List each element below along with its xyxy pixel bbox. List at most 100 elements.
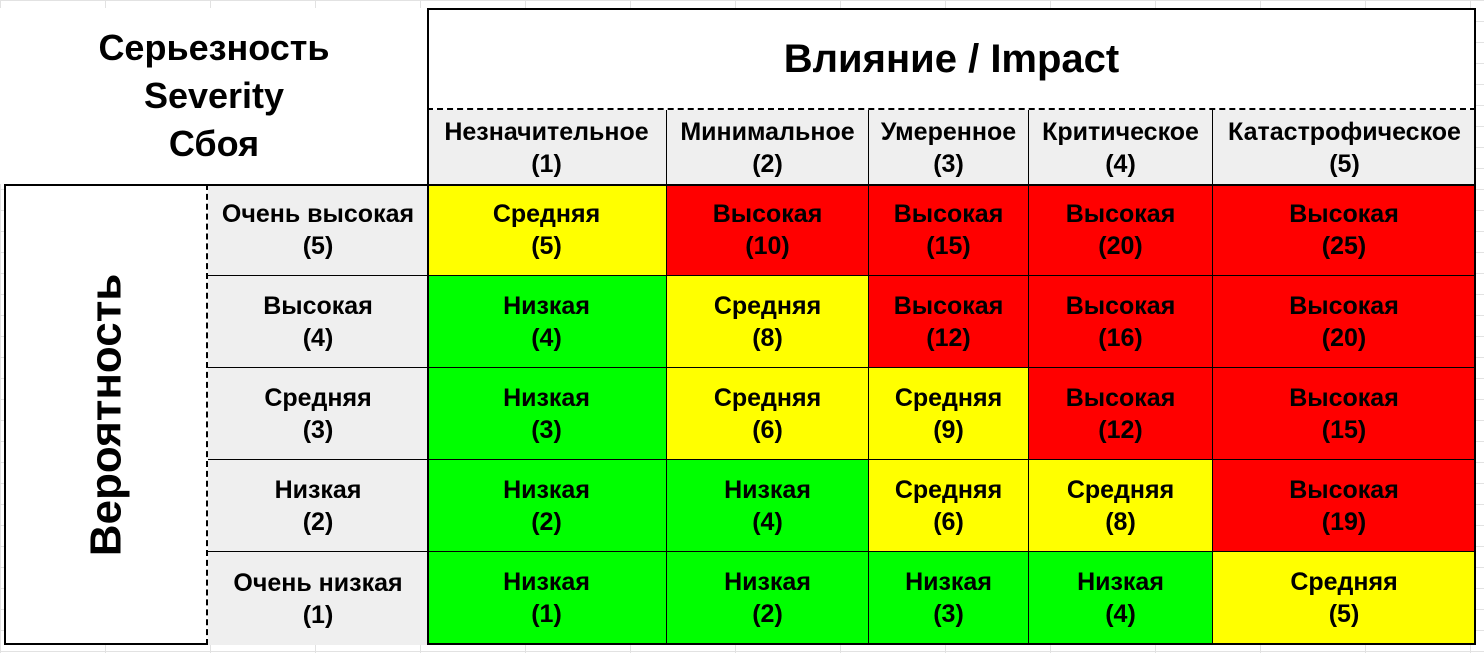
risk-score: (6) [933,507,964,536]
row-header-label: Очень высокая [221,199,415,228]
column-header-label: Катастрофическое [1228,117,1461,146]
column-header-1[interactable]: Незначительное (1) [427,110,667,185]
risk-score: (3) [531,415,562,444]
risk-cell[interactable]: Высокая (16) [1029,276,1213,368]
row-header-score: (3) [302,415,334,444]
risk-level: Высокая [712,199,823,228]
risk-level: Средняя [1290,568,1398,596]
risk-score: (19) [1321,507,1367,536]
risk-cell[interactable]: Высокая (20) [1213,276,1476,368]
impact-header[interactable]: Влияние / Impact [427,8,1476,110]
column-header-label: Минимальное [680,117,855,146]
corner-line-3: Сбоя [168,123,260,164]
risk-cell[interactable]: Средняя (5) [427,184,667,276]
risk-score: (20) [1321,323,1367,352]
risk-cell[interactable]: Низкая (2) [667,552,869,645]
risk-level: Средняя [492,199,601,228]
row-header-4[interactable]: Низкая (2) [208,460,428,552]
risk-score: (5) [1328,600,1360,628]
risk-level: Средняя [894,475,1003,504]
row-header-score: (1) [302,600,334,629]
column-header-label: Незначительное [444,117,649,146]
row-header-label: Средняя [264,383,372,412]
risk-cell[interactable]: Низкая (4) [667,460,869,552]
column-header-score: (2) [752,149,783,178]
risk-level: Низкая [724,568,811,596]
risk-level: Высокая [893,199,1004,228]
risk-score: (10) [745,231,790,260]
risk-score: (3) [933,600,964,628]
row-header-score: (5) [302,231,334,260]
risk-level: Средняя [894,383,1003,412]
column-header-3[interactable]: Умеренное (3) [869,110,1029,185]
risk-score: (2) [531,507,562,536]
risk-level: Высокая [1065,383,1176,412]
risk-cell[interactable]: Высокая (20) [1029,184,1213,276]
risk-cell[interactable]: Средняя (8) [1029,460,1213,552]
risk-score: (12) [1098,415,1143,444]
risk-level: Низкая [503,291,590,320]
risk-score: (8) [752,323,783,352]
risk-cell[interactable]: Средняя (9) [869,368,1029,460]
column-header-5[interactable]: Катастрофическое (5) [1213,110,1476,185]
risk-score: (6) [752,415,783,444]
row-header-3[interactable]: Средняя (3) [208,368,428,460]
risk-score: (15) [1321,415,1367,444]
risk-cell[interactable]: Высокая (12) [1029,368,1213,460]
risk-score: (25) [1321,231,1367,260]
risk-level: Средняя [713,291,822,320]
risk-level: Низкая [724,475,811,504]
risk-cell[interactable]: Низкая (3) [427,368,667,460]
risk-level: Низкая [503,568,590,596]
risk-cell[interactable]: Низкая (1) [427,552,667,645]
risk-cell[interactable]: Высокая (12) [869,276,1029,368]
probability-header-label: Вероятность [81,273,130,556]
risk-cell[interactable]: Высокая (15) [869,184,1029,276]
risk-score: (4) [1105,600,1136,628]
column-header-label: Критическое [1042,117,1199,146]
column-header-label: Умеренное [880,117,1017,146]
column-header-4[interactable]: Критическое (4) [1029,110,1213,185]
row-header-label: Очень низкая [233,568,403,597]
risk-level: Высокая [1289,475,1399,504]
column-header-score: (4) [1105,149,1136,178]
risk-cell[interactable]: Высокая (10) [667,184,869,276]
risk-cell[interactable]: Средняя (6) [667,368,869,460]
risk-cell[interactable]: Высокая (25) [1213,184,1476,276]
risk-score: (15) [926,231,971,260]
risk-cell[interactable]: Средняя (6) [869,460,1029,552]
row-header-score: (4) [302,323,334,352]
risk-level: Высокая [1289,291,1399,320]
risk-score: (1) [531,600,562,628]
risk-level: Средняя [713,383,822,412]
risk-cell[interactable]: Низкая (4) [1029,552,1213,645]
risk-cell[interactable]: Высокая (15) [1213,368,1476,460]
matrix-top-border [4,184,1476,186]
risk-cell[interactable]: Средняя (5) [1213,552,1476,645]
row-header-1[interactable]: Очень высокая (5) [208,184,428,276]
risk-cell[interactable]: Средняя (8) [667,276,869,368]
risk-cell[interactable]: Низкая (3) [869,552,1029,645]
risk-cell[interactable]: Высокая (19) [1213,460,1476,552]
row-header-2[interactable]: Высокая (4) [208,276,428,368]
row-header-label: Высокая [263,291,373,320]
risk-score: (4) [752,507,783,536]
risk-cell[interactable]: Низкая (2) [427,460,667,552]
risk-level: Средняя [1066,475,1175,504]
risk-level: Высокая [1065,291,1176,320]
probability-header[interactable]: Вероятность [4,184,208,645]
risk-score: (12) [926,323,971,352]
risk-level: Высокая [1289,199,1399,228]
row-header-5[interactable]: Очень низкая (1) [208,552,428,645]
risk-level: Низкая [1077,568,1164,596]
corner-line-1: Серьезность [98,27,330,68]
risk-score: (8) [1105,507,1136,536]
row-header-label: Низкая [274,475,362,504]
column-header-2[interactable]: Минимальное (2) [667,110,869,185]
risk-score: (16) [1098,323,1143,352]
risk-score: (5) [531,231,562,260]
severity-corner-header[interactable]: Серьезность Severity Сбоя [0,8,428,184]
risk-score: (20) [1098,231,1143,260]
risk-cell[interactable]: Низкая (4) [427,276,667,368]
risk-level: Низкая [503,383,590,412]
